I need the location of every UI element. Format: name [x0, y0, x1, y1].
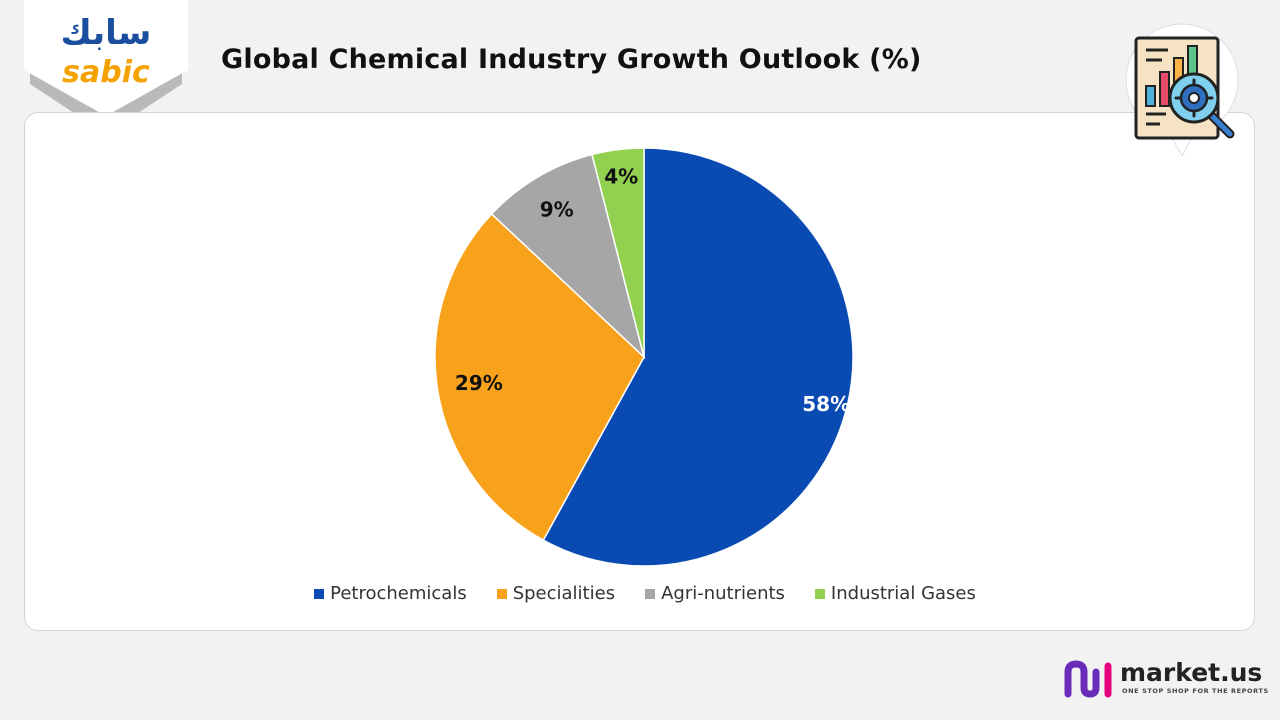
chart-title: Global Chemical Industry Growth Outlook …	[221, 44, 922, 75]
legend-label: Specialities	[512, 583, 616, 604]
pie-data-labels: 58% 29% 9% 4%	[455, 165, 850, 416]
legend-item-specialities: Specialities	[496, 583, 616, 604]
marketus-logo: market.us ONE STOP SHOP FOR THE REPORTS	[1062, 658, 1268, 698]
legend-label: Agri-nutrients	[661, 583, 785, 604]
legend-label: Industrial Gases	[830, 583, 976, 604]
report-analytics-icon	[1122, 14, 1246, 158]
pie-label-agri-nutrients: 9%	[540, 197, 574, 221]
pie-slice-agri-nutrients	[490, 153, 646, 360]
legend-item-petrochemicals: Petrochemicals	[314, 583, 467, 604]
legend-swatch	[314, 588, 325, 599]
pie-slice-petrochemicals	[542, 147, 854, 567]
pie-label-specialities: 29%	[455, 371, 503, 395]
sabic-arabic-name: سابك	[61, 13, 152, 53]
pie-slice-industrial-gases	[591, 147, 645, 358]
marketus-name: market.us	[1120, 658, 1263, 687]
pie-label-petrochemicals: 58%	[802, 392, 850, 416]
pie-slices	[434, 147, 854, 567]
pie-slice-specialities	[434, 212, 645, 542]
legend-item-industrial-gases: Industrial Gases	[814, 583, 976, 604]
legend-swatch	[814, 588, 825, 599]
marketus-mark-icon	[1064, 660, 1112, 698]
legend-item-agri-nutrients: Agri-nutrients	[645, 583, 785, 604]
legend-label: Petrochemicals	[330, 583, 467, 604]
sabic-latin-name: sabic	[62, 55, 150, 90]
chart-legend: Petrochemicals Specialities Agri-nutrien…	[0, 583, 1280, 604]
legend-swatch	[496, 588, 507, 599]
legend-swatch	[645, 588, 656, 599]
pie-label-industrial-gases: 4%	[604, 165, 638, 189]
marketus-tagline: ONE STOP SHOP FOR THE REPORTS	[1122, 687, 1269, 695]
sabic-logo: سابك sabic	[24, 0, 188, 134]
